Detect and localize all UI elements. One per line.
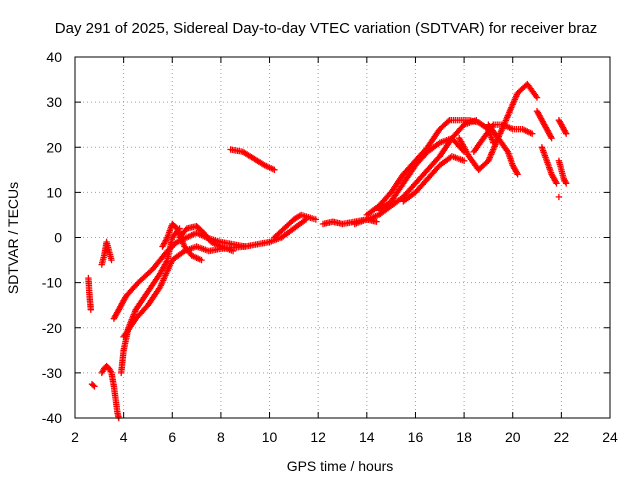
x-tick-label: 6 bbox=[168, 429, 176, 445]
x-tick-label: 14 bbox=[359, 429, 375, 445]
x-axis-label: GPS time / hours bbox=[287, 458, 394, 474]
data-point-markers bbox=[375, 135, 468, 214]
y-tick-label: 0 bbox=[54, 230, 62, 246]
data-point-markers bbox=[363, 117, 453, 219]
data-point-markers bbox=[538, 144, 560, 187]
y-tick-label: -20 bbox=[42, 320, 62, 336]
data-point-markers bbox=[85, 274, 94, 313]
y-tick-label: -40 bbox=[42, 410, 62, 426]
series-arc-b bbox=[88, 381, 98, 390]
data-point-markers bbox=[555, 157, 570, 187]
data-point-markers bbox=[271, 211, 319, 241]
series-arc-n bbox=[363, 117, 453, 219]
data-points bbox=[85, 80, 570, 422]
y-tick-label: -30 bbox=[42, 365, 62, 381]
series-arc-w bbox=[555, 117, 570, 137]
data-point-markers bbox=[98, 362, 122, 422]
x-tick-label: 8 bbox=[217, 429, 225, 445]
series-arc-o bbox=[375, 135, 468, 214]
data-point-markers bbox=[533, 108, 555, 142]
series-arc-g bbox=[120, 216, 310, 340]
series-arc-v bbox=[538, 144, 560, 187]
y-tick-label: 20 bbox=[46, 139, 62, 155]
chart-title: Day 291 of 2025, Sidereal Day-to-day VTE… bbox=[55, 20, 597, 37]
series-arc-a bbox=[85, 274, 94, 313]
series-arc-s bbox=[470, 121, 536, 155]
x-tick-label: 24 bbox=[602, 429, 618, 445]
data-point-markers bbox=[227, 146, 278, 173]
y-tick-label: -10 bbox=[42, 275, 62, 291]
x-tick-label: 2 bbox=[71, 429, 79, 445]
series-arc-c bbox=[98, 362, 122, 422]
data-point-markers bbox=[120, 216, 310, 340]
x-tick-label: 10 bbox=[262, 429, 278, 445]
x-tick-label: 16 bbox=[408, 429, 424, 445]
axes: 2 4 6 8 10 12 14 16 18 20 22 24-40-30-20-1001020304… bbox=[42, 49, 618, 445]
data-point-markers bbox=[555, 117, 570, 137]
x-tick-label: 4 bbox=[120, 429, 128, 445]
data-point-markers bbox=[456, 80, 541, 173]
data-point-markers bbox=[88, 381, 98, 390]
series-arc-x bbox=[555, 157, 570, 187]
data-point-markers bbox=[98, 238, 115, 268]
grid-lines bbox=[75, 57, 610, 418]
data-point-markers bbox=[400, 153, 468, 205]
x-tick-label: 18 bbox=[456, 429, 472, 445]
y-tick-label: 30 bbox=[46, 94, 62, 110]
series-arc-d bbox=[98, 238, 115, 268]
data-point-markers bbox=[470, 121, 536, 155]
series-arc-u bbox=[533, 108, 555, 142]
series-arc-i bbox=[176, 223, 237, 255]
y-tick-label: 10 bbox=[46, 184, 62, 200]
series-arc-k bbox=[271, 211, 319, 241]
series-arc-r bbox=[456, 80, 541, 173]
data-point-markers bbox=[555, 193, 563, 201]
x-tick-label: 20 bbox=[505, 429, 521, 445]
series-arc-t bbox=[485, 121, 521, 178]
data-point-markers bbox=[485, 121, 521, 178]
y-axis-label: SDTVAR / TECUs bbox=[5, 182, 21, 294]
series-arc-p bbox=[400, 153, 468, 205]
y-tick-label: 40 bbox=[46, 49, 62, 65]
x-tick-label: 12 bbox=[310, 429, 326, 445]
series-arc-f bbox=[110, 229, 249, 322]
series-arc-j bbox=[227, 146, 278, 173]
series-arc-y bbox=[555, 193, 563, 201]
x-tick-label: 22 bbox=[554, 429, 570, 445]
data-point-markers bbox=[110, 229, 249, 322]
data-point-markers bbox=[176, 223, 237, 255]
